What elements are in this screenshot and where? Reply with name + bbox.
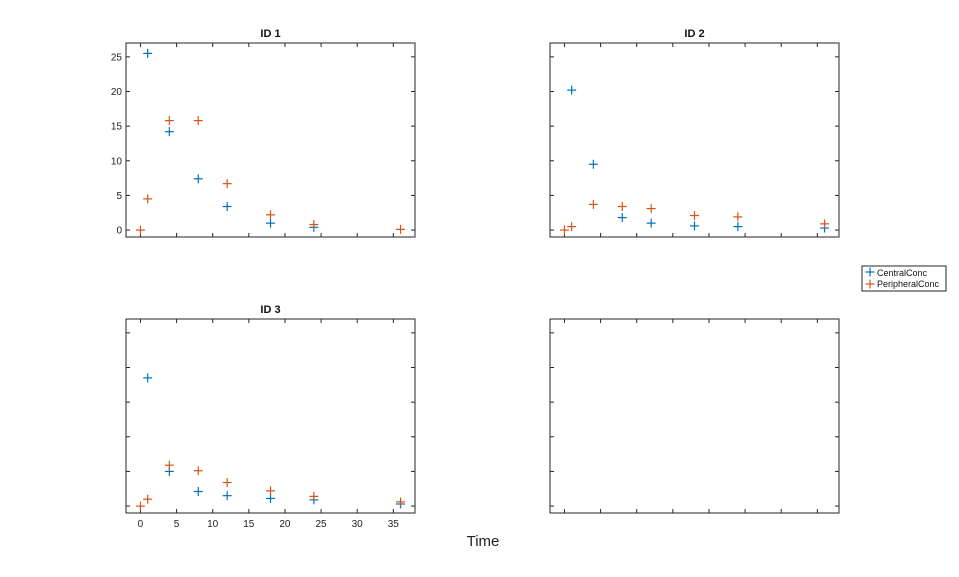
data-point-centralconc <box>222 491 232 501</box>
data-point-centralconc <box>690 221 699 231</box>
data-point-peripheralconc <box>646 204 656 214</box>
data-point-peripheralconc <box>193 466 203 476</box>
x-tick-label: 35 <box>388 519 400 530</box>
data-point-peripheralconc <box>266 210 275 220</box>
legend-plus-centralconc <box>865 267 875 277</box>
data-point-peripheralconc <box>733 212 743 222</box>
x-tick-label: 25 <box>316 519 328 530</box>
panel-title: ID 1 <box>260 28 280 40</box>
data-point-peripheralconc <box>222 478 232 488</box>
y-tick-label: 5 <box>116 191 122 202</box>
data-point-peripheralconc <box>820 219 830 229</box>
data-point-peripheralconc <box>309 220 319 230</box>
y-tick-label: 25 <box>111 52 123 63</box>
data-point-centralconc <box>222 202 232 212</box>
y-tick-label: 0 <box>116 226 122 237</box>
data-point-peripheralconc <box>588 199 598 209</box>
data-point-peripheralconc <box>567 222 577 232</box>
axes-panel-1: 0 5 10 15 20 25 ID 1 <box>111 28 416 238</box>
data-point-centralconc <box>588 159 598 169</box>
data-point-peripheralconc <box>559 225 569 235</box>
panel-title: ID 3 <box>260 304 280 316</box>
axes-panel-4 <box>549 318 840 514</box>
data-point-centralconc <box>193 174 203 184</box>
x-tick-label: 5 <box>174 519 180 530</box>
axes-panel-3: 0 5 10 15 20 25 30 35 ID 3 <box>125 304 416 530</box>
data-point-peripheralconc <box>193 116 203 126</box>
data-point-centralconc <box>266 218 275 228</box>
data-point-centralconc <box>193 487 203 497</box>
y-tick-label: 20 <box>111 87 123 98</box>
x-axis-label: Time <box>467 533 500 550</box>
plot-area <box>125 318 416 514</box>
data-point-peripheralconc <box>164 116 174 126</box>
plot-area <box>125 42 416 238</box>
data-point-peripheralconc <box>135 501 145 511</box>
x-tick-label: 0 <box>138 519 144 530</box>
data-point-centralconc <box>143 373 153 383</box>
data-point-peripheralconc <box>396 497 406 507</box>
x-tick-label: 15 <box>243 519 255 530</box>
data-point-centralconc <box>164 127 174 137</box>
data-point-centralconc <box>567 85 577 95</box>
data-point-peripheralconc <box>396 224 406 234</box>
plot-area <box>549 318 840 514</box>
data-point-centralconc <box>143 48 153 58</box>
data-point-peripheralconc <box>266 486 275 496</box>
y-tick-label: 10 <box>111 156 123 167</box>
data-point-centralconc <box>733 222 743 232</box>
legend-label-peripheralconc: PeripheralConc <box>877 279 940 289</box>
legend-box <box>861 265 947 292</box>
legend-marker-peripheralconc <box>865 279 875 289</box>
data-point-peripheralconc <box>309 491 319 501</box>
panel-title: ID 2 <box>684 28 704 40</box>
data-point-peripheralconc <box>164 460 174 470</box>
data-point-peripheralconc <box>143 494 153 504</box>
data-point-peripheralconc <box>617 202 627 212</box>
data-point-centralconc <box>617 213 627 223</box>
axes-layer: 0 5 10 15 20 25 ID 1 ID 2 0 5 10 15 20 25 30 35 ID 3 <box>111 28 840 530</box>
data-point-peripheralconc <box>222 179 232 189</box>
y-tick-label: 15 <box>111 122 123 133</box>
x-tick-label: 20 <box>279 519 291 530</box>
legend-label-centralconc: CentralConc <box>877 268 928 278</box>
data-point-centralconc <box>266 493 275 503</box>
axes-panel-2: ID 2 <box>549 28 840 238</box>
data-point-peripheralconc <box>690 211 699 221</box>
data-point-peripheralconc <box>143 194 153 204</box>
data-point-peripheralconc <box>135 225 145 235</box>
x-tick-label: 30 <box>352 519 364 530</box>
legend-plus-peripheralconc <box>865 279 875 289</box>
x-tick-label: 10 <box>207 519 219 530</box>
data-point-centralconc <box>646 218 656 228</box>
legend-marker-centralconc <box>865 267 875 277</box>
legend: CentralConc PeripheralConc <box>861 265 947 292</box>
plot-area <box>549 42 840 238</box>
